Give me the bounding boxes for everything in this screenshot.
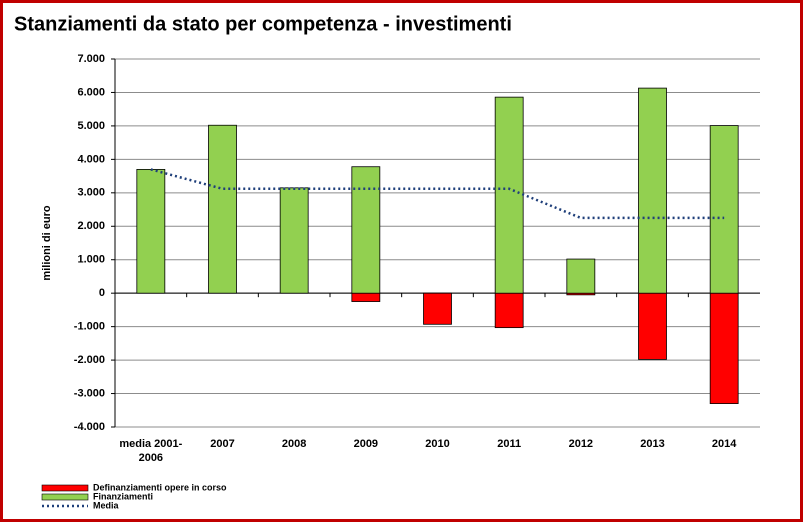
bar xyxy=(136,168,166,294)
chart-title: Stanziamenti da stato per competenza - i… xyxy=(14,13,512,35)
bar xyxy=(423,292,452,325)
y-tick-label: 7.000 xyxy=(77,53,105,65)
x-tick-label: 2014 xyxy=(711,438,737,450)
legend-swatch xyxy=(41,493,89,501)
y-tick-label: 1.000 xyxy=(77,254,105,266)
bar xyxy=(709,125,739,294)
legend-label: Definanziamenti opere in corso xyxy=(93,482,227,492)
x-tick-label: 2012 xyxy=(568,438,594,450)
legend-swatch xyxy=(41,484,89,492)
x-tick-label: 2007 xyxy=(210,438,235,450)
bar xyxy=(494,292,524,329)
x-tick-label: 2009 xyxy=(353,438,379,450)
y-tick-label: 2.000 xyxy=(77,220,105,232)
y-tick-label: -1.000 xyxy=(74,321,105,333)
bar xyxy=(638,292,667,360)
bar xyxy=(208,124,237,294)
y-tick-label: 5.000 xyxy=(77,120,105,132)
line xyxy=(150,168,725,220)
bar xyxy=(351,166,381,294)
x-tick-label: 2008 xyxy=(281,438,307,450)
bar xyxy=(494,96,524,294)
x-tick-label: 2011 xyxy=(497,438,522,450)
y-tick-label: -4.000 xyxy=(74,421,105,433)
bar xyxy=(279,187,309,294)
bar xyxy=(638,87,667,294)
y-tick-label: -3.000 xyxy=(74,387,105,399)
y-tick-label: 0 xyxy=(99,287,105,299)
x-tick-label: 2010 xyxy=(425,438,450,450)
x-tick-label: 2013 xyxy=(640,438,665,450)
y-tick-label: 3.000 xyxy=(77,187,105,199)
y-axis-label: milioni di euro xyxy=(41,205,53,280)
legend-label: Finanziamenti xyxy=(93,491,153,501)
bar xyxy=(566,258,596,294)
y-tick-label: 4.000 xyxy=(77,153,105,165)
legend-label: Media xyxy=(93,500,120,510)
x-tick-label: media 2001-2006 xyxy=(119,438,183,464)
bar xyxy=(351,292,381,302)
y-tick-label: 6.000 xyxy=(77,86,105,98)
y-tick-label: -2.000 xyxy=(74,354,105,366)
bar xyxy=(709,292,739,404)
